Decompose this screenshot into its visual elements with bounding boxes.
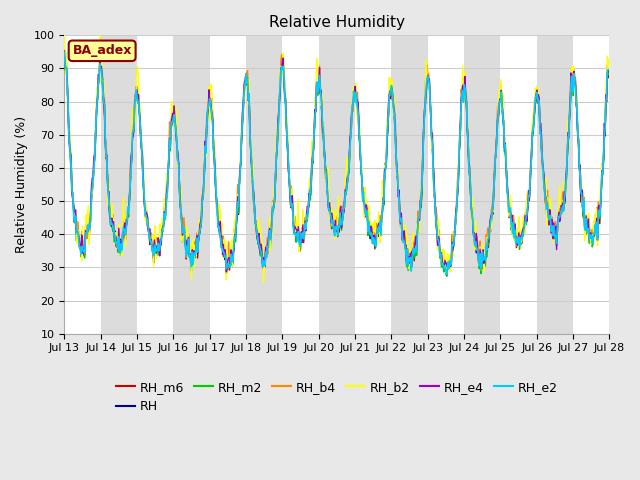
RH_m2 bbox=[443, 274, 451, 279]
RH_e2 bbox=[605, 67, 612, 72]
RH bbox=[126, 178, 134, 183]
Bar bbox=[100, 36, 137, 334]
RH_m2 bbox=[403, 264, 410, 269]
RH bbox=[182, 241, 189, 247]
RH_e4 bbox=[182, 240, 189, 246]
Bar bbox=[391, 36, 428, 334]
RH_e4 bbox=[419, 133, 427, 139]
RH_e2 bbox=[126, 182, 134, 188]
RH_b2 bbox=[60, 33, 68, 38]
RH_m6 bbox=[419, 165, 426, 170]
RH_e2 bbox=[419, 163, 426, 168]
RH_e4 bbox=[404, 246, 412, 252]
Y-axis label: Relative Humidity (%): Relative Humidity (%) bbox=[15, 116, 28, 253]
RH_b2 bbox=[126, 174, 134, 180]
Bar bbox=[537, 36, 573, 334]
RH_e4 bbox=[223, 269, 230, 275]
RH_e2 bbox=[70, 216, 78, 222]
Text: BA_adex: BA_adex bbox=[72, 44, 132, 57]
RH_e4 bbox=[605, 69, 612, 75]
RH_b4 bbox=[182, 233, 189, 239]
RH_m6 bbox=[443, 273, 451, 278]
RH_e2 bbox=[211, 156, 218, 161]
RH_e2 bbox=[403, 261, 410, 267]
RH_m6 bbox=[182, 239, 189, 244]
RH_m6 bbox=[211, 155, 218, 161]
Bar bbox=[319, 36, 355, 334]
Bar bbox=[173, 36, 210, 334]
RH_e4 bbox=[126, 183, 134, 189]
Line: RH_m2: RH_m2 bbox=[64, 53, 609, 276]
RH_m2 bbox=[419, 164, 426, 169]
RH_b4 bbox=[211, 146, 218, 152]
Line: RH_e4: RH_e4 bbox=[64, 51, 609, 272]
RH_b4 bbox=[419, 153, 426, 158]
RH_m6 bbox=[403, 260, 410, 266]
RH_b4 bbox=[403, 256, 410, 262]
Bar bbox=[246, 36, 282, 334]
RH bbox=[605, 64, 612, 70]
RH bbox=[70, 212, 78, 217]
Legend: RH_m6, RH, RH_m2, RH_b4, RH_b2, RH_e4, RH_e2: RH_m6, RH, RH_m2, RH_b4, RH_b2, RH_e4, R… bbox=[111, 376, 563, 418]
RH_m6 bbox=[605, 73, 612, 79]
RH_m6 bbox=[60, 45, 68, 51]
Line: RH: RH bbox=[64, 48, 609, 270]
RH_b4 bbox=[60, 48, 68, 54]
RH_e4 bbox=[211, 153, 218, 158]
RH bbox=[211, 154, 218, 159]
Line: RH_m6: RH_m6 bbox=[64, 48, 609, 276]
RH_e2 bbox=[443, 272, 451, 277]
RH_b4 bbox=[445, 266, 453, 272]
RH_e4 bbox=[60, 48, 68, 54]
Line: RH_e2: RH_e2 bbox=[64, 52, 609, 275]
Line: RH_b4: RH_b4 bbox=[64, 51, 609, 269]
RH_b2 bbox=[260, 280, 268, 286]
RH_b2 bbox=[605, 56, 612, 62]
RH_m6 bbox=[70, 218, 78, 224]
RH bbox=[442, 267, 450, 273]
RH_m2 bbox=[126, 184, 134, 190]
RH_m2 bbox=[182, 245, 189, 251]
RH_m6 bbox=[126, 180, 134, 186]
RH_b4 bbox=[70, 210, 78, 216]
RH_e2 bbox=[60, 49, 68, 55]
RH_b4 bbox=[605, 60, 612, 65]
RH_e2 bbox=[182, 243, 189, 249]
RH_m2 bbox=[70, 219, 78, 225]
RH_m2 bbox=[605, 66, 612, 72]
RH_b4 bbox=[126, 165, 134, 171]
RH_b2 bbox=[211, 137, 218, 143]
Line: RH_b2: RH_b2 bbox=[64, 36, 609, 283]
RH bbox=[60, 45, 68, 50]
RH_m2 bbox=[60, 50, 68, 56]
RH_b2 bbox=[182, 231, 189, 237]
RH bbox=[403, 260, 410, 265]
RH_b2 bbox=[404, 231, 412, 237]
RH_e4 bbox=[70, 205, 78, 211]
Bar bbox=[464, 36, 500, 334]
RH_b2 bbox=[419, 129, 427, 135]
RH_m2 bbox=[211, 158, 218, 164]
RH_b2 bbox=[70, 214, 78, 220]
RH bbox=[419, 161, 426, 167]
Title: Relative Humidity: Relative Humidity bbox=[269, 15, 405, 30]
